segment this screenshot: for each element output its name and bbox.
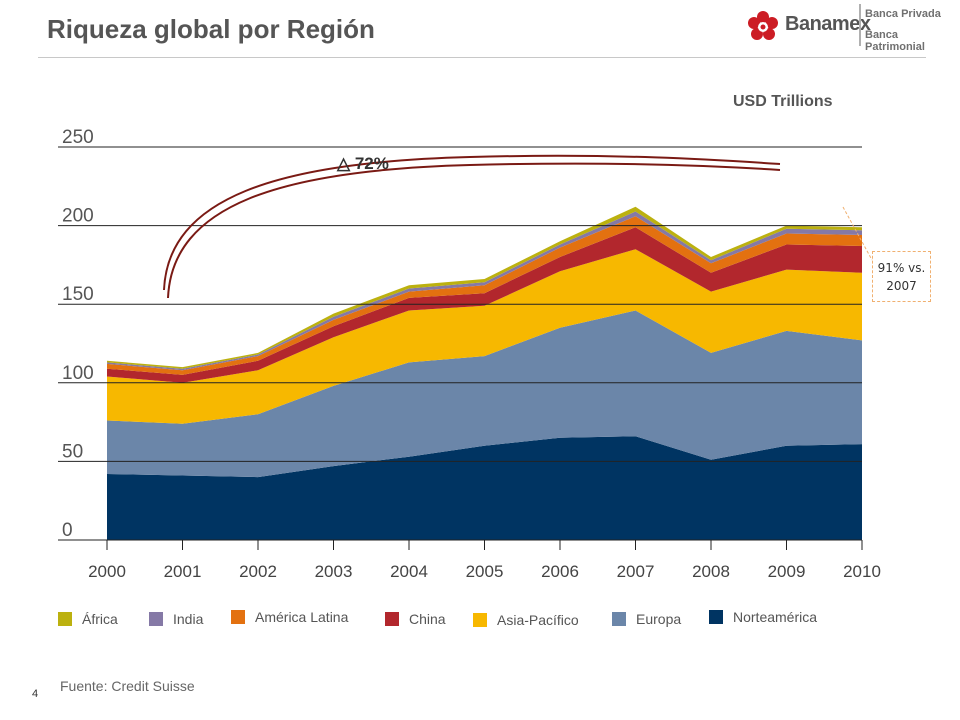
x-tick-label: 2010: [843, 562, 881, 581]
callout-line-2: 2007: [886, 278, 917, 293]
unit-label: USD Trillions: [733, 93, 833, 110]
y-tick-label: 100: [62, 363, 94, 384]
banamex-flower-icon: [748, 11, 778, 40]
x-tick-label: 2005: [466, 562, 504, 581]
delta-icon: △: [337, 154, 351, 173]
x-tick-label: 2008: [692, 562, 730, 581]
brand-name: Banamex: [785, 13, 871, 35]
y-tick-label: 0: [62, 520, 73, 541]
x-tick-label: 2006: [541, 562, 579, 581]
area-europa: [107, 310, 862, 478]
x-tick-label: 2004: [390, 562, 428, 581]
callout-leader: [842, 206, 873, 261]
growth-label: △ 72%: [337, 154, 389, 174]
x-tick-label: 2007: [617, 562, 655, 581]
callout-line-1: 91% vs.: [877, 260, 926, 275]
page-number: 4: [32, 688, 39, 700]
x-tick-label: 2001: [164, 562, 202, 581]
growth-value: 72%: [354, 154, 389, 173]
brand-line-patrimonial: Banca Patrimonial: [865, 29, 925, 53]
growth-arc-outer: [167, 162, 781, 299]
x-tick-label: 2009: [768, 562, 806, 581]
callout-box: 91% vs. 2007: [872, 251, 931, 302]
brand-separator: [859, 4, 861, 46]
source-note: Fuente: Credit Suisse: [60, 678, 195, 694]
page-title: Riqueza global por Región: [47, 14, 375, 44]
y-tick-label: 50: [62, 441, 83, 462]
x-tick-label: 2000: [88, 562, 126, 581]
area-norteamerica: [107, 436, 862, 540]
banamex-logo: Banamex Banca Privada Banca Patrimonial: [745, 4, 960, 53]
area-asia-pacifico: [107, 249, 862, 424]
growth-arc-inner: [163, 154, 781, 291]
x-tick-label: 2002: [239, 562, 277, 581]
y-tick-label: 200: [62, 206, 94, 227]
area-china: [107, 227, 862, 383]
x-tick-label: 2003: [315, 562, 353, 581]
brand-line-private: Banca Privada: [865, 8, 941, 20]
y-tick-label: 150: [62, 284, 94, 305]
title-divider: [38, 57, 926, 58]
y-tick-label: 250: [62, 127, 94, 148]
